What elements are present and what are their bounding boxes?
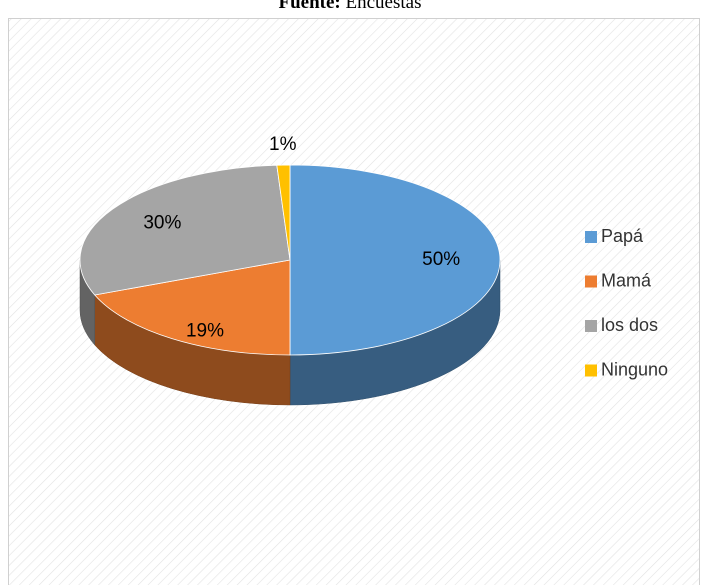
data-label: 30% xyxy=(143,212,181,233)
data-label: 19% xyxy=(186,321,224,342)
legend-label: los dos xyxy=(601,315,658,335)
caption-label: Fuente: xyxy=(279,0,341,13)
legend-label: Papá xyxy=(601,226,644,246)
data-label: 50% xyxy=(422,249,460,270)
caption: Fuente: Encuestas xyxy=(279,0,422,13)
legend-label: Mamá xyxy=(601,270,652,290)
slice xyxy=(93,259,291,356)
slice xyxy=(276,164,291,261)
caption-text: Encuestas xyxy=(346,0,422,13)
legend-swatch xyxy=(585,364,597,377)
slice xyxy=(79,164,291,296)
data-label: 1% xyxy=(269,134,297,155)
slice xyxy=(289,164,501,356)
legend-label: Ninguno xyxy=(601,359,668,379)
legend-swatch xyxy=(585,320,597,332)
legend-swatch xyxy=(585,275,597,288)
legend-swatch xyxy=(585,231,597,243)
